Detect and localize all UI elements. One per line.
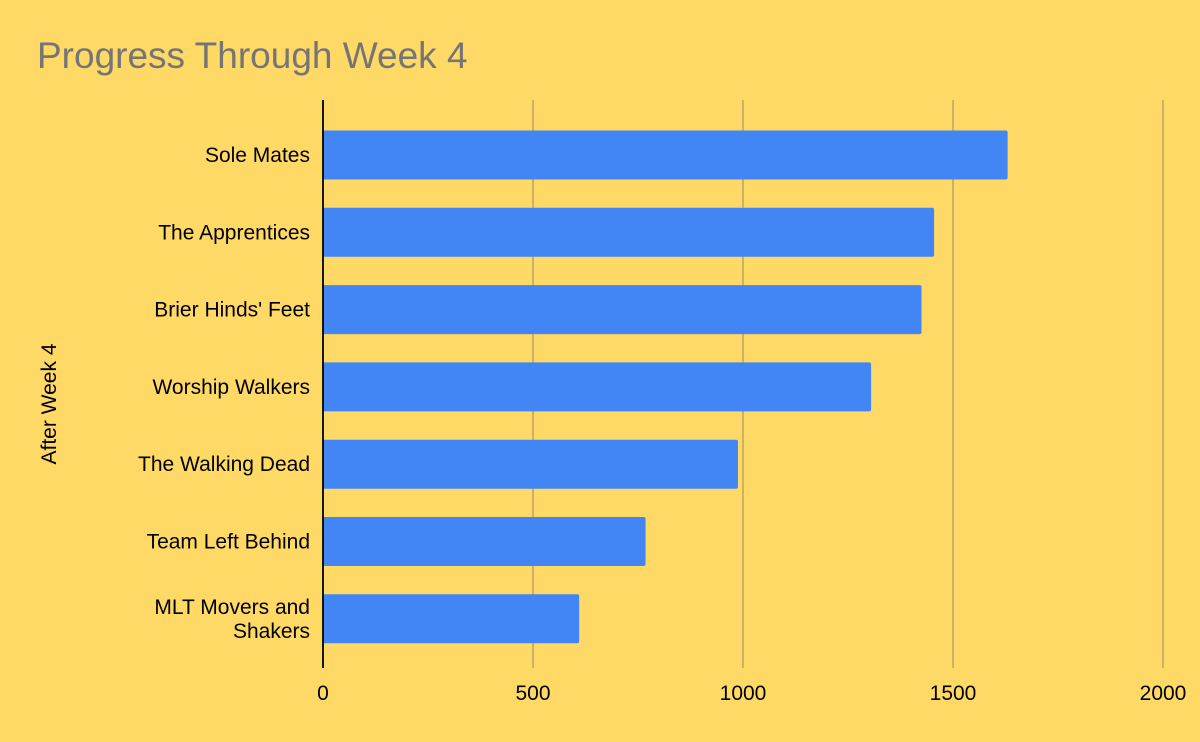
- y-axis-title: After Week 4: [38, 343, 61, 464]
- category-label: The Walking Dead: [138, 453, 310, 476]
- bar: [323, 207, 935, 257]
- bar: [323, 517, 646, 566]
- category-label: Worship Walkers: [152, 376, 310, 399]
- category-labels: Sole Mates The Apprentices Brier Hinds' Fe…: [138, 144, 310, 643]
- x-tick-label: 1500: [930, 682, 977, 705]
- category-label: Brier Hinds' Feet: [154, 299, 310, 322]
- category-label: MLT Movers and Shakers: [154, 596, 310, 643]
- chart-title: Progress Through Week 4: [37, 35, 468, 76]
- bar: [323, 362, 872, 412]
- bar: [323, 130, 1008, 180]
- x-tick-label: 2000: [1140, 682, 1187, 705]
- x-tick-label: 1000: [720, 682, 767, 705]
- bar: [323, 594, 580, 644]
- bar: [323, 439, 738, 489]
- x-tick-label: 0: [317, 682, 329, 705]
- bar: [323, 285, 922, 335]
- category-label: Sole Mates: [205, 144, 310, 167]
- category-label: Team Left Behind: [147, 531, 310, 554]
- bars: [323, 130, 1008, 644]
- category-label: The Apprentices: [158, 221, 310, 244]
- x-tick-label: 500: [515, 682, 550, 705]
- tick-labels: 0 500 1000 1500 2000: [317, 682, 1186, 705]
